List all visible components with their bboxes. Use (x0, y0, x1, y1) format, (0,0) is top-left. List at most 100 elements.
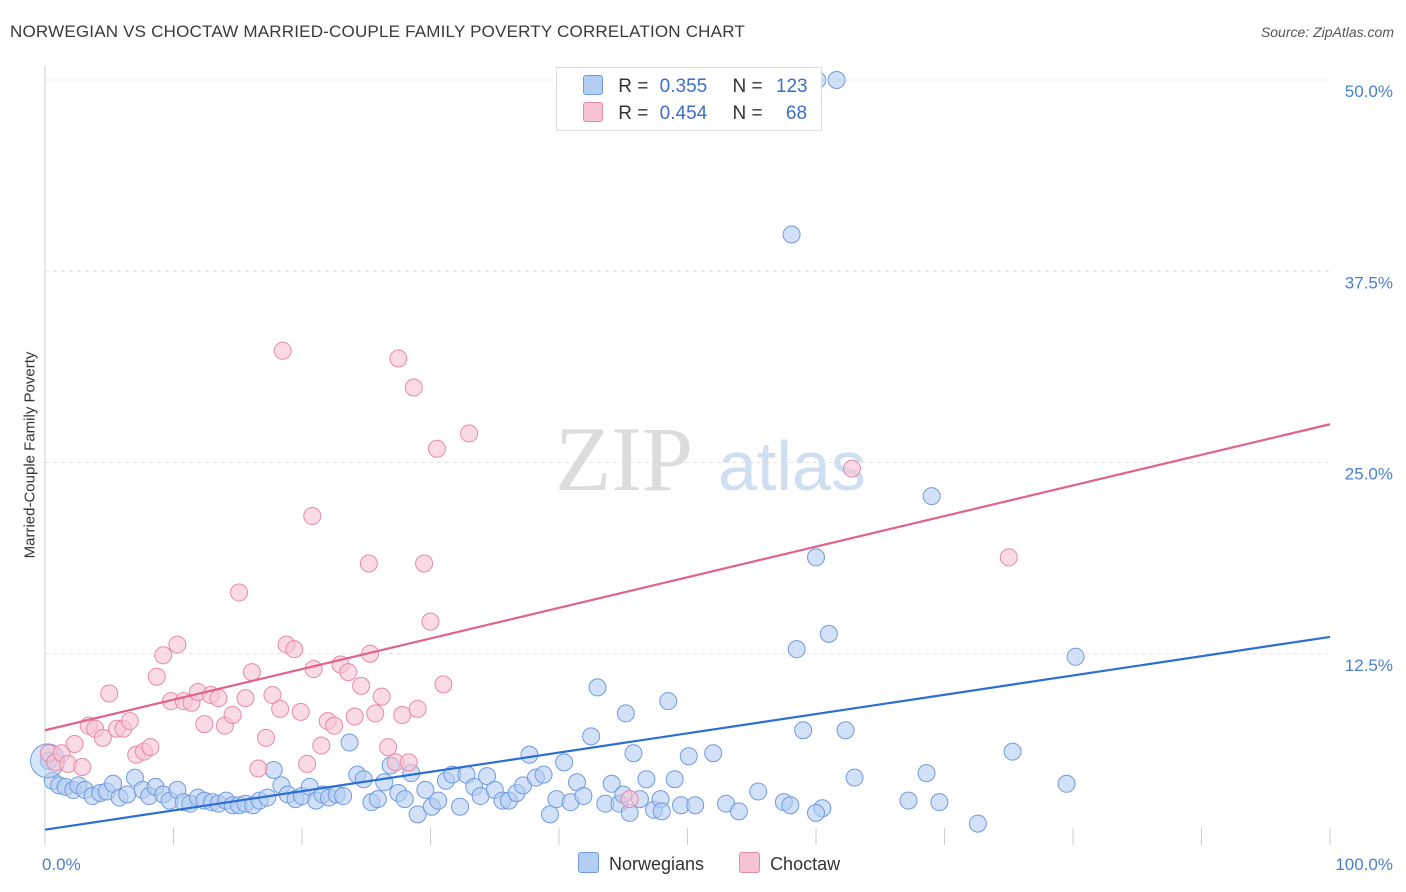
legend-r-value: 0.454 (659, 103, 708, 124)
choctaw-points (39, 341, 1018, 809)
legend-r-label: R = (618, 103, 649, 124)
choctaw-swatch (583, 102, 603, 122)
x-tick-label-max: 100.0% (1335, 855, 1393, 874)
trend-lines (44, 423, 1331, 831)
choctaw-point (359, 554, 378, 573)
norwegians-point (416, 780, 435, 799)
choctaw-point (257, 728, 276, 747)
norwegians-point (637, 770, 656, 789)
norwegians-point (807, 803, 825, 822)
norwegians-swatch (583, 75, 603, 95)
norwegians-point (582, 727, 601, 746)
choctaw-point (366, 704, 385, 723)
norwegians-point (827, 71, 846, 89)
choctaw-point (236, 689, 255, 708)
norwegians-point (1066, 647, 1085, 666)
choctaw-point (312, 736, 331, 755)
choctaw-point (421, 612, 440, 631)
y-tick-label: 50.0% (1345, 82, 1393, 101)
legend-r-value: 0.355 (659, 76, 708, 97)
watermark-zip: ZIP (555, 408, 693, 510)
legend-n-label: N = (732, 103, 763, 124)
legend-item-choctaw[interactable]: Choctaw (739, 852, 840, 875)
choctaw-point (271, 699, 290, 718)
choctaw-point (352, 676, 371, 695)
choctaw-point (460, 424, 479, 443)
watermark: ZIP atlas (555, 408, 866, 510)
choctaw-point (345, 707, 364, 726)
y-tick-label: 25.0% (1345, 465, 1393, 484)
choctaw-point (304, 660, 323, 679)
choctaw-point (415, 554, 434, 573)
norwegians-point (729, 802, 748, 821)
norwegians-point (451, 797, 470, 816)
norwegians-point (478, 767, 497, 786)
norwegians-point (602, 774, 621, 793)
norwegians-point (118, 785, 137, 804)
choctaw-point (399, 753, 418, 772)
norwegians-point (665, 770, 684, 789)
choctaw-point (303, 507, 322, 526)
norwegians-point (836, 721, 855, 740)
norwegians-point (588, 678, 607, 697)
choctaw-point (427, 439, 446, 458)
choctaw-point (209, 689, 228, 708)
choctaw-point (195, 715, 214, 734)
choctaw-point (620, 790, 639, 809)
correlation-legend: R = 0.355 N = 123 R = 0.454 N = 68 (556, 67, 822, 131)
legend-item-norwegians[interactable]: Norwegians (578, 852, 704, 875)
choctaw-point (842, 459, 861, 478)
norwegians-point (264, 761, 283, 780)
choctaw-point (93, 728, 112, 747)
choctaw-point (263, 686, 282, 705)
norwegians-point (704, 744, 723, 763)
norwegians-point (787, 640, 806, 659)
norwegians-point (534, 765, 553, 784)
legend-row-choctaw: R = 0.454 N = 68 (583, 102, 807, 126)
norwegians-point (429, 791, 448, 810)
norwegians-point (395, 790, 414, 809)
norwegians-point (555, 753, 574, 772)
choctaw-point (273, 341, 292, 360)
legend-n-value: 123 (775, 76, 808, 97)
choctaw-point (393, 705, 412, 724)
norwegians-point (1057, 774, 1076, 793)
norwegians-point (749, 782, 768, 801)
choctaw-point (141, 738, 160, 757)
norwegians-point (782, 225, 801, 244)
norwegians-point (340, 733, 359, 752)
choctaw-point (325, 716, 344, 735)
x-tick-label-min: 0.0% (42, 855, 81, 874)
norwegians-point (781, 796, 800, 815)
norwegians-point (930, 793, 949, 812)
choctaw-point (372, 687, 391, 706)
norwegians-point (845, 768, 864, 787)
norwegians-point (659, 692, 678, 711)
choctaw-point (389, 349, 408, 368)
norwegians-point (686, 796, 705, 815)
norwegians-point (616, 704, 635, 723)
norwegians-points (30, 71, 1085, 833)
legend-row-norwegians: R = 0.355 N = 123 (583, 75, 808, 99)
choctaw-point (120, 712, 139, 731)
norwegians-point (1003, 742, 1022, 761)
norwegians-point (917, 764, 936, 783)
legend-n-label: N = (732, 76, 763, 97)
norwegians-point (968, 814, 987, 833)
norwegians-point (334, 787, 353, 806)
source-label: Source: ZipAtlas.com (1260, 24, 1394, 40)
norwegians-point (520, 745, 539, 764)
chart-title: NORWEGIAN VS CHOCTAW MARRIED-COUPLE FAMI… (10, 22, 745, 41)
choctaw-point (285, 640, 304, 659)
choctaw-point (408, 699, 427, 718)
norwegians-trend-line (44, 635, 1331, 831)
norwegians-point (652, 802, 671, 821)
legend-r-label: R = (618, 76, 649, 97)
tick-labels: 12.5% 25.0% 37.5% 50.0% 0.0% 100.0% (42, 82, 1393, 874)
norwegians-point (794, 721, 813, 740)
choctaw-point (147, 667, 166, 686)
norwegians-point (922, 487, 941, 506)
choctaw-point (339, 663, 358, 682)
choctaw-point (999, 548, 1018, 567)
